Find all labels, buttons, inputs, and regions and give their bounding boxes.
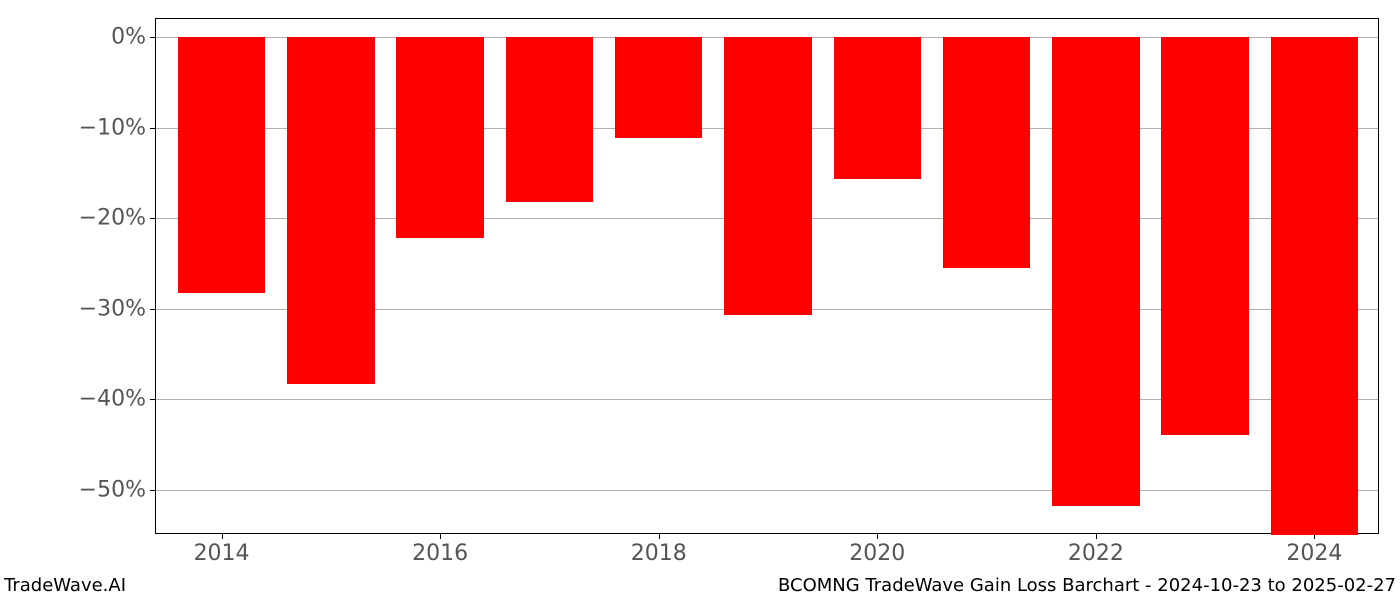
bar (615, 37, 702, 137)
bar (1052, 37, 1139, 506)
bar (1271, 37, 1358, 535)
xtick-label: 2020 (849, 533, 905, 566)
ytick-label: −30% (79, 296, 156, 321)
bar (943, 37, 1030, 268)
bar (178, 37, 265, 293)
bar (834, 37, 921, 179)
ytick-label: −50% (79, 477, 156, 502)
gridline (156, 490, 1378, 491)
bar (396, 37, 483, 238)
bar (1161, 37, 1248, 435)
bar (287, 37, 374, 384)
ytick-label: −40% (79, 387, 156, 412)
footer-right-text: BCOMNG TradeWave Gain Loss Barchart - 20… (778, 575, 1396, 596)
ytick-label: 0% (111, 25, 156, 50)
bar (506, 37, 593, 202)
ytick-label: −20% (79, 206, 156, 231)
xtick-label: 2018 (631, 533, 687, 566)
xtick-label: 2014 (194, 533, 250, 566)
xtick-label: 2024 (1286, 533, 1342, 566)
ytick-label: −10% (79, 115, 156, 140)
xtick-label: 2022 (1068, 533, 1124, 566)
chart-container: 0% −10% −20% −30% −40% −50% 2014 2016 2018 2020 20… (0, 0, 1400, 600)
footer-left-text: TradeWave.AI (4, 575, 126, 596)
plot-area: 0%−10%−20%−30%−40%−50%201420162018202020… (155, 18, 1379, 534)
bar (724, 37, 811, 315)
xtick-label: 2016 (412, 533, 468, 566)
